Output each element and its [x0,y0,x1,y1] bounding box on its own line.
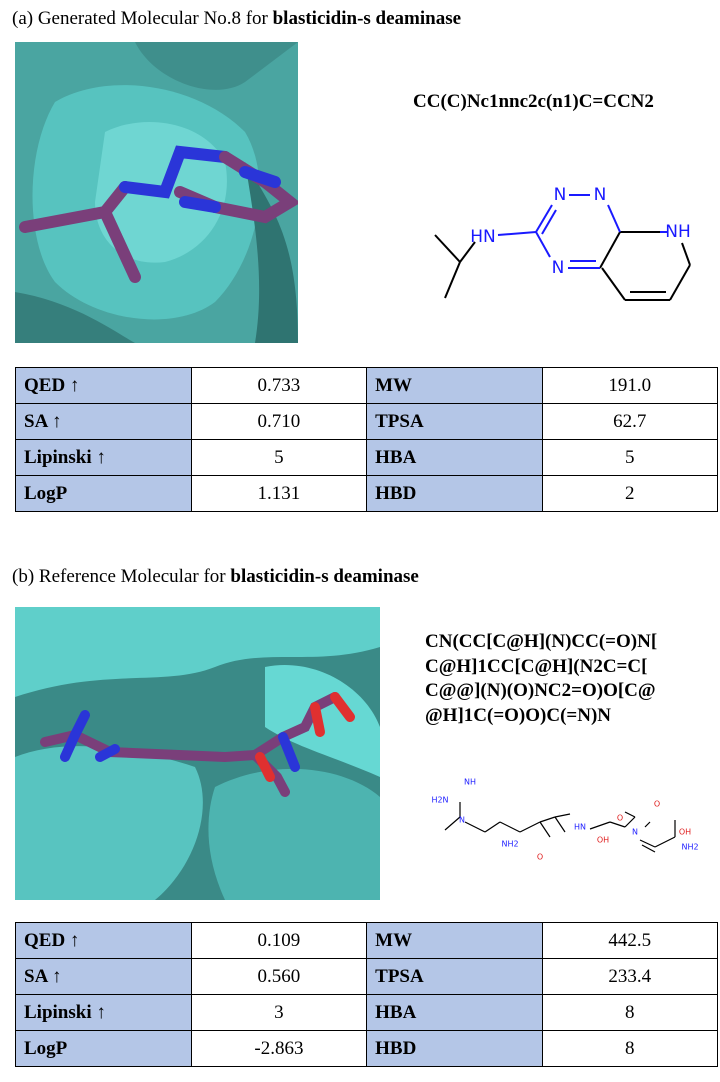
atom-label: O [654,800,660,809]
table-row: QED ↑ 0.733 MW 191.0 [15,367,719,404]
property-name: HBD [366,475,543,512]
property-value: 62.7 [541,403,719,440]
atom-label: N [632,828,638,837]
property-value: 0.109 [190,922,368,959]
property-value: 0.733 [190,367,368,404]
atom-label: OH [679,828,691,837]
property-value: 233.4 [541,958,719,995]
property-value: 2 [541,475,719,512]
property-table: QED ↑ 0.733 MW 191.0 SA ↑ 0.710 TPSA 62.7 Lipins… [15,367,719,512]
atom-label: O [537,853,543,862]
property-name: LogP [15,1030,192,1067]
property-value: 191.0 [541,367,719,404]
property-name: LogP [15,475,192,512]
property-value: 5 [190,439,368,476]
atom-label: HN [470,227,496,247]
table-row: Lipinski ↑ 5 HBA 5 [15,439,719,476]
property-name: SA ↑ [15,403,192,440]
atom-label: HN [574,823,586,832]
property-name: HBA [366,439,543,476]
table-row: LogP -2.863 HBD 8 [15,1030,719,1067]
smiles-line: @H]1C(=O)O)C(=N)N [425,704,612,726]
property-name: MW [366,922,543,959]
atom-label: H2N [431,796,448,805]
property-name: TPSA [366,403,543,440]
caption: (a) Generated Molecular No.8 for blastic… [12,8,461,30]
table-row: QED ↑ 0.109 MW 442.5 [15,922,719,959]
property-name: HBD [366,1030,543,1067]
property-value: 8 [541,1030,719,1067]
atom-label: NH [665,222,691,242]
property-name: SA ↑ [15,958,192,995]
smiles-line: C@@](N)(O)NC2=O)O[C@ [425,680,656,701]
property-name: Lipinski ↑ [15,994,192,1031]
caption-prefix: (b) Reference Molecular for [12,566,226,587]
atom-label: NH2 [501,840,518,849]
caption: (b) Reference Molecular for blasticidin-… [12,566,419,588]
property-name: HBA [366,994,543,1031]
atom-label: NH [464,778,476,787]
smiles-line: CC(C)Nc1nnc2c(n1)C=CCN2 [413,91,654,112]
property-value: 0.710 [190,403,368,440]
property-value: 8 [541,994,719,1031]
property-name: QED ↑ [15,922,192,959]
atom-label: NH2 [681,843,698,852]
atom-label: N [552,258,565,278]
caption-prefix: (a) Generated Molecular No.8 for [12,8,268,29]
table-row: LogP 1.131 HBD 2 [15,475,719,512]
structure-drawing: N N HN NH N [434,185,691,301]
property-name: MW [366,367,543,404]
property-name: Lipinski ↑ [15,439,192,476]
smiles-line: C@H]1CC[C@H](N2C=C[ [425,655,648,677]
table-row: Lipinski ↑ 3 HBA 8 [15,994,719,1031]
table-row: SA ↑ 0.560 TPSA 233.4 [15,958,719,995]
property-value: 5 [541,439,719,476]
structure-drawing: NH H2N N NH2 O HN O OH N O OH NH2 [431,778,698,862]
property-value: 0.560 [190,958,368,995]
property-table: QED ↑ 0.109 MW 442.5 SA ↑ 0.560 TPSA 233.4 Lipin… [15,922,719,1067]
caption-target: blasticidin-s deaminase [230,566,419,587]
atom-label: N [459,816,465,825]
property-value: 1.131 [190,475,368,512]
smiles: CC(C)Nc1nnc2c(n1)C=CCN2 [413,90,654,115]
atom-label: OH [597,836,609,845]
property-value: 3 [190,994,368,1031]
protein-pocket-image [15,42,298,343]
smiles-line: CN(CC[C@H](N)CC(=O)N[ [425,631,658,652]
atom-label: N [554,185,567,205]
caption-target: blasticidin-s deaminase [272,8,462,29]
property-value: -2.863 [190,1030,368,1067]
table-row: SA ↑ 0.710 TPSA 62.7 [15,403,719,440]
smiles: CN(CC[C@H](N)CC(=O)N[ C@H]1CC[C@H](N2C=C… [425,630,657,728]
atom-label: N [594,185,607,205]
property-name: TPSA [366,958,543,995]
property-value: 442.5 [541,922,719,959]
property-name: QED ↑ [15,367,192,404]
protein-pocket-image [15,607,380,900]
atom-label: O [617,814,623,823]
